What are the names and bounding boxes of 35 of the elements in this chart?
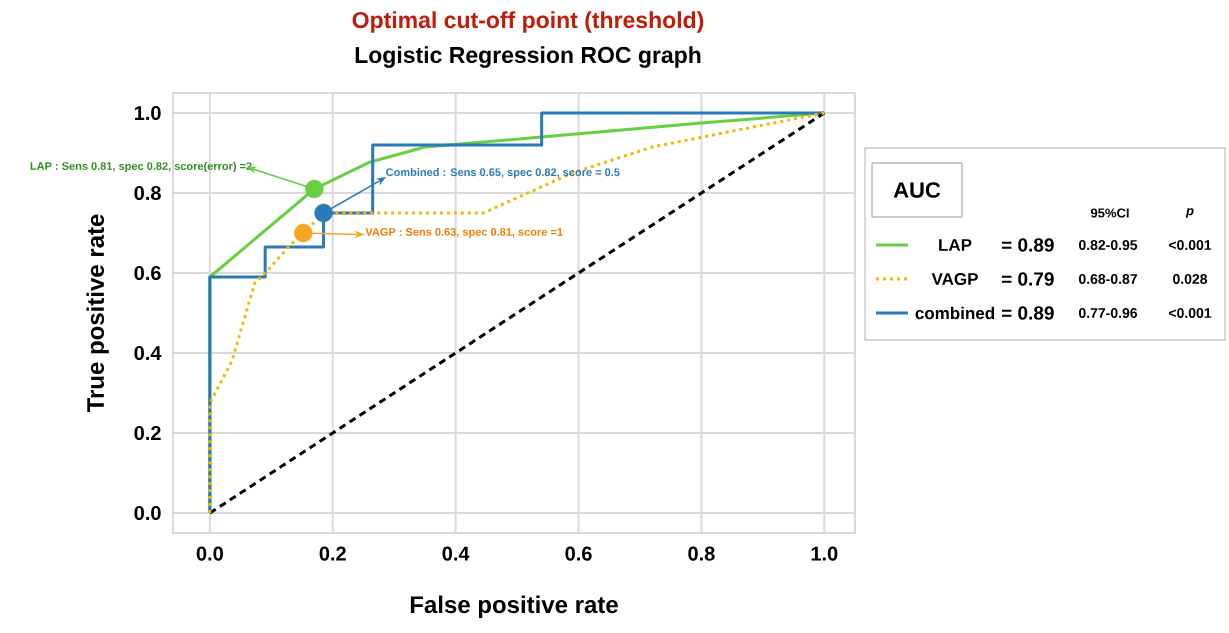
y-tick-label: 0.6 bbox=[134, 265, 161, 281]
point bbox=[305, 179, 324, 199]
text: 0.77-0.96 bbox=[1078, 308, 1138, 318]
text: = 0.89 bbox=[1001, 306, 1054, 320]
text: <0.001 bbox=[1168, 240, 1212, 250]
x-tick-label: 0.8 bbox=[688, 546, 715, 561]
text: = 0.79 bbox=[1001, 272, 1054, 286]
legend-label: LAP bbox=[939, 239, 972, 251]
text: 0.82-0.95 bbox=[1078, 240, 1138, 250]
x-tick-label: 0.2 bbox=[319, 546, 346, 561]
text: 95%CI bbox=[1090, 208, 1129, 218]
x-tick-label: 0.0 bbox=[196, 546, 223, 561]
text: p bbox=[1185, 208, 1194, 218]
y-tick-label: 0.8 bbox=[134, 185, 161, 201]
x-tick-label: 0.6 bbox=[565, 546, 592, 561]
chart-title: Optimal cut-off point (threshold) bbox=[352, 11, 704, 33]
annotation: VAGP : Sens 0.63, spec 0.81, score =1 bbox=[365, 228, 563, 238]
x-axis-title: False positive rate bbox=[410, 595, 618, 618]
x-tick-label: 0.4 bbox=[442, 546, 470, 561]
x-tick-label: 1.0 bbox=[811, 546, 838, 561]
y-axis-title: True positive rate bbox=[86, 214, 109, 413]
y-tick-label: 0.2 bbox=[134, 425, 161, 441]
y-tick-label: 1.0 bbox=[134, 105, 161, 121]
point bbox=[294, 223, 313, 243]
text: <0.001 bbox=[1168, 308, 1212, 318]
y-tick-label: 0.4 bbox=[134, 345, 162, 361]
text: 0.68-0.87 bbox=[1078, 274, 1137, 284]
chart-subtitle: Logistic Regression ROC graph bbox=[355, 46, 701, 68]
point bbox=[314, 203, 333, 223]
legend-title: AUC bbox=[893, 182, 941, 198]
text: = 0.89 bbox=[1001, 238, 1054, 252]
text: 0.028 bbox=[1173, 274, 1208, 284]
y-tick-label: 0.0 bbox=[134, 505, 161, 521]
legend-label: VAGP bbox=[931, 272, 978, 286]
legend-label: combined bbox=[915, 306, 995, 320]
